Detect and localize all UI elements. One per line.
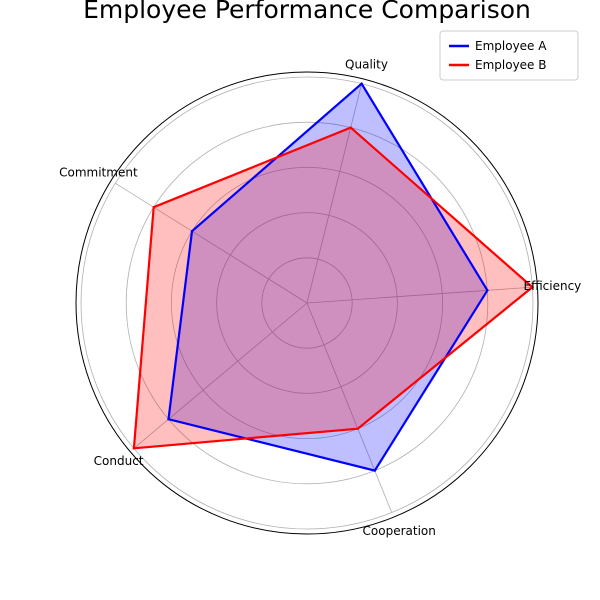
point-employee-b-efficiency xyxy=(531,286,534,289)
series-line-employee-b xyxy=(132,126,535,450)
spoke-quality xyxy=(306,83,363,304)
category-label-quality: Quality xyxy=(345,57,388,71)
grid-ring-3 xyxy=(170,166,444,440)
legend-label-employee-b: Employee B xyxy=(475,58,546,72)
polar-frame xyxy=(75,71,539,535)
radar-grid xyxy=(75,71,539,535)
series-fill-employee-a xyxy=(168,83,488,471)
series-line-employee-a xyxy=(167,82,489,472)
grid-ring-5 xyxy=(80,76,534,530)
radar-series xyxy=(132,82,535,472)
spoke-cooperation xyxy=(306,302,393,513)
point-employee-b-quality xyxy=(349,126,352,129)
spoke-efficiency xyxy=(306,286,533,304)
point-employee-a-conduct xyxy=(167,418,170,421)
series-fill-employee-b xyxy=(133,127,533,449)
spoke-conduct xyxy=(133,302,308,449)
point-employee-a-quality xyxy=(360,82,363,85)
legend-label-employee-a: Employee A xyxy=(475,39,547,53)
point-employee-a-efficiency xyxy=(486,289,489,292)
chart-title: Employee Performance Comparison xyxy=(83,0,531,24)
point-employee-a-cooperation xyxy=(373,469,376,472)
spoke-commitment xyxy=(115,182,308,304)
category-label-cooperation: Cooperation xyxy=(363,524,436,538)
legend: Employee A Employee B xyxy=(439,30,579,81)
legend-box xyxy=(439,30,579,81)
grid-ring-1 xyxy=(261,257,353,349)
point-employee-b-conduct xyxy=(132,447,136,450)
category-label-commitment: Commitment xyxy=(59,166,138,180)
category-labels: Efficiency Quality Commitment Conduct Cooper… xyxy=(59,57,581,538)
grid-ring-4 xyxy=(125,121,489,485)
point-employee-a-commitment xyxy=(190,230,194,233)
point-employee-b-cooperation xyxy=(356,427,359,430)
point-employee-b-commitment xyxy=(152,206,155,209)
category-label-conduct: Conduct xyxy=(94,454,144,468)
category-label-efficiency: Efficiency xyxy=(523,279,581,293)
grid-ring-2 xyxy=(216,212,398,394)
